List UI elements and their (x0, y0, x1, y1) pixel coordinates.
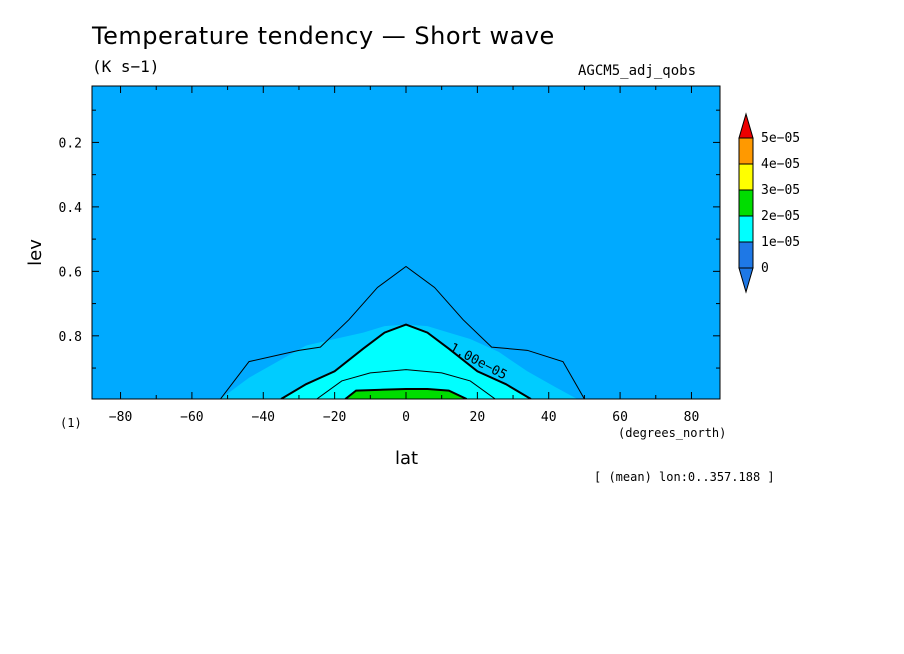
colorbar-band (738, 241, 754, 269)
x-tick-label: 40 (541, 410, 557, 425)
run-name: AGCM5_adj_qobs (578, 63, 697, 79)
y-tick-label: 0.6 (59, 265, 82, 280)
axis-number: (1) (60, 416, 82, 430)
contour-1e-05 (280, 323, 532, 399)
colorbar-below-triangle (738, 267, 754, 294)
colorbar-label: 5e−05 (761, 131, 800, 146)
colorbar-label: 1e−05 (761, 235, 800, 250)
colorbar-band (738, 215, 754, 243)
chart-title: Temperature tendency — Short wave (92, 22, 555, 50)
colorbar-band (738, 137, 754, 165)
x-tick-label: 0 (402, 410, 410, 425)
contour-1-5e-05 (316, 369, 496, 399)
colorbar-label: 0 (761, 261, 769, 276)
x-tick-label: −80 (109, 410, 132, 425)
x-tick-label: −20 (323, 410, 346, 425)
chart-units: (K s−1) (92, 57, 160, 76)
mean-note: [ (mean) lon:0..357.188 ] (594, 470, 775, 484)
colorbar-label: 2e−05 (761, 209, 800, 224)
colorbar-label: 4e−05 (761, 157, 800, 172)
y-tick-label: 0.8 (59, 330, 82, 345)
contour-2e-05 (344, 388, 468, 399)
x-tick-label: −60 (180, 410, 203, 425)
y-tick-label: 0.2 (59, 136, 82, 151)
colorbar-above-triangle (738, 112, 754, 139)
colorbar-band (738, 163, 754, 191)
y-tick-label: 0.4 (59, 201, 83, 216)
colorbar-label: 3e−05 (761, 183, 800, 198)
contour-5e-06 (220, 265, 585, 399)
x-tick-label: 20 (470, 410, 486, 425)
x-axis-label: lat (395, 448, 419, 469)
x-tick-label: 60 (612, 410, 628, 425)
x-tick-label: −40 (252, 410, 275, 425)
colorbar-band (738, 189, 754, 217)
x-tick-label: 80 (684, 410, 700, 425)
x-axis-units: (degrees_north) (618, 426, 727, 440)
